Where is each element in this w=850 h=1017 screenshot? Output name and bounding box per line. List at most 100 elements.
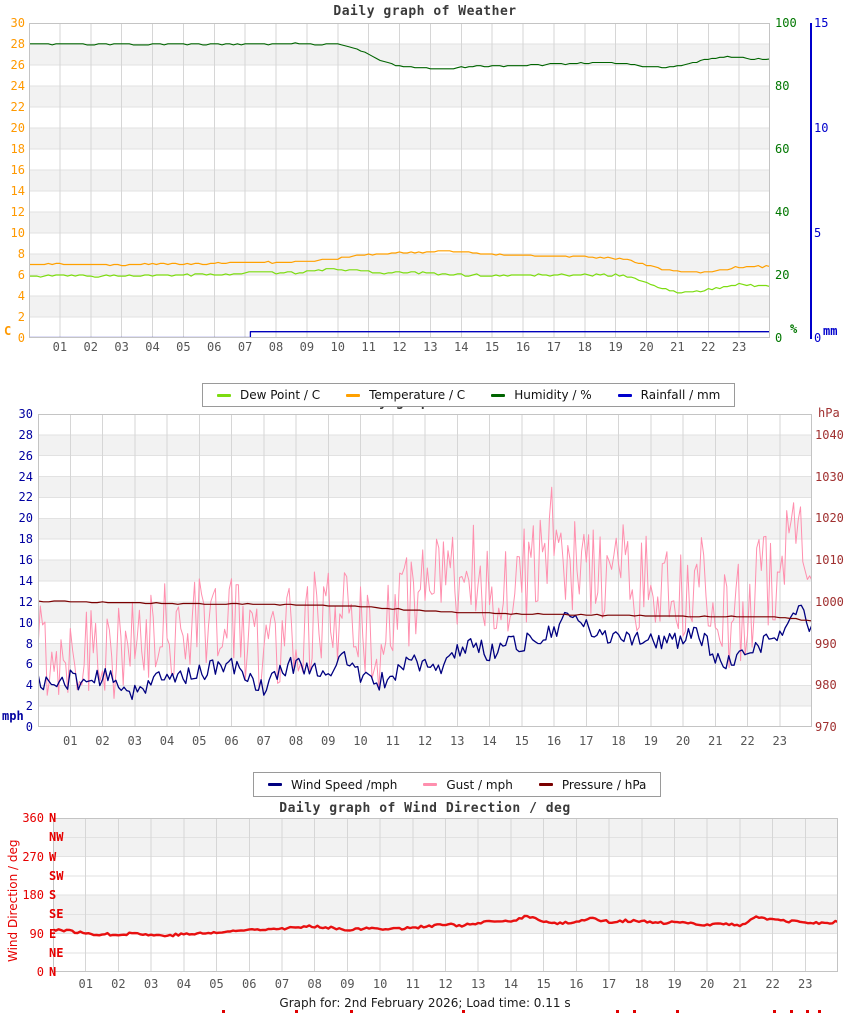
wind-marker-dot <box>773 1010 776 1013</box>
legend-item-gust: Gust / mph <box>423 778 513 792</box>
hour-tick-label: 03 <box>127 734 142 748</box>
right-tick-label: 1010 <box>815 553 844 568</box>
right-tick-label: 1020 <box>815 511 844 526</box>
compass-label-w: W <box>49 849 57 864</box>
mm-unit-label: mm <box>823 324 838 338</box>
mph-unit-label: mph <box>2 709 24 723</box>
footer-caption: Graph for: 2nd February 2026; Load time:… <box>279 996 571 1010</box>
hour-tick-label: 17 <box>601 977 617 991</box>
hour-tick-label: 07 <box>237 340 253 354</box>
hour-tick-label: 14 <box>503 977 519 991</box>
left-tick-label: 0 <box>25 720 33 734</box>
wind-speed-line <box>38 604 812 701</box>
wind-direction-chart-title: Daily graph of Wind Direction / deg <box>279 801 571 816</box>
wind-marker-dot <box>350 1010 353 1013</box>
dew-point-swatch <box>217 393 231 397</box>
wind-direction-line <box>53 914 838 938</box>
mm-tick-label: 0 <box>814 331 822 345</box>
pct-tick-label: 80 <box>775 79 790 93</box>
right-tick-label: 1000 <box>815 594 844 609</box>
left-tick-label: 26 <box>18 448 33 463</box>
hour-tick-label: 01 <box>52 340 68 354</box>
legend-item-temperature: Temperature / C <box>346 388 465 402</box>
wind-marker-dot <box>790 1010 793 1013</box>
hour-tick-label: 10 <box>372 977 388 991</box>
compass-label-nw: NW <box>49 830 64 845</box>
hour-tick-label: 21 <box>708 734 723 748</box>
left-tick-label: 14 <box>18 573 33 588</box>
hour-tick-label: 05 <box>192 734 207 748</box>
hour-tick-label: 23 <box>798 977 813 991</box>
dew-point-legend-label: Dew Point / C <box>240 388 321 402</box>
hour-tick-label: 14 <box>482 734 497 748</box>
left-tick-label: 14 <box>10 184 25 198</box>
left-tick-label: 28 <box>10 37 25 51</box>
rainfall-axis-line <box>810 23 812 339</box>
dew-point-line <box>29 268 770 294</box>
humidity-swatch <box>491 393 506 397</box>
hour-tick-label: 10 <box>330 340 345 354</box>
hour-tick-label: 01 <box>78 977 93 991</box>
left-tick-label: 6 <box>25 657 33 672</box>
left-tick-label: 10 <box>10 226 25 240</box>
left-tick-label: 12 <box>18 594 33 609</box>
wind-marker-dot <box>806 1010 809 1013</box>
hour-tick-label: 18 <box>611 734 626 748</box>
hour-tick-label: 14 <box>454 340 469 354</box>
left-tick-label: 16 <box>18 553 33 568</box>
legend-item-rainfall: Rainfall / mm <box>617 388 720 402</box>
left-tick-label: 22 <box>18 490 33 505</box>
hour-tick-label: 20 <box>639 340 654 354</box>
right-tick-label: 980 <box>815 678 837 693</box>
compass-label-e: E <box>49 926 57 941</box>
hour-tick-label: 17 <box>546 340 562 354</box>
temperature-legend-label: Temperature / C <box>369 388 466 402</box>
mm-tick-label: 10 <box>814 121 829 135</box>
hour-tick-label: 03 <box>114 340 129 354</box>
left-tick-label: 180 <box>22 888 44 902</box>
legend-item-pressure: Pressure / hPa <box>538 778 646 792</box>
daily-graph-of-wind-svg <box>38 414 812 727</box>
hour-tick-label: 03 <box>143 977 159 991</box>
left-tick-label: 28 <box>18 427 33 442</box>
wind-marker-dot <box>818 1010 821 1013</box>
daily-graph-of-wind-direction-deg-svg <box>53 818 838 972</box>
hour-tick-label: 20 <box>699 977 715 991</box>
hour-tick-label: 02 <box>95 734 110 748</box>
legend-item-humidity: Humidity / % <box>491 388 592 402</box>
compass-label-s: S <box>49 888 57 902</box>
temperature-line <box>29 250 770 274</box>
right-tick-label: 970 <box>815 720 837 734</box>
hour-tick-label: 09 <box>340 977 355 991</box>
hour-tick-label: 04 <box>145 340 160 354</box>
left-tick-label: 6 <box>17 268 25 282</box>
legend-item-wind-speed: Wind Speed /mph <box>268 778 397 792</box>
wind-legend: Wind Speed /mph Gust / mph Pressure / hP… <box>253 772 662 797</box>
wind-marker-dot <box>616 1010 619 1013</box>
hour-tick-label: 07 <box>256 734 271 748</box>
hour-tick-label: 09 <box>299 340 315 354</box>
right-tick-label: 1040 <box>815 427 844 442</box>
hour-tick-label: 05 <box>176 340 191 354</box>
compass-label-n: N <box>49 811 57 825</box>
hour-tick-label: 19 <box>667 977 682 991</box>
compass-label-n: N <box>49 965 57 979</box>
hour-tick-label: 10 <box>353 734 368 748</box>
right-tick-label: 1030 <box>815 469 844 484</box>
hour-tick-label: 08 <box>268 340 284 354</box>
hour-tick-label: 16 <box>569 977 584 991</box>
wind-speed-legend-label: Wind Speed /mph <box>291 777 398 792</box>
left-tick-label: 4 <box>25 678 33 693</box>
left-tick-label: 20 <box>10 121 25 135</box>
hour-tick-label: 15 <box>536 977 551 991</box>
left-tick-label: 90 <box>29 926 44 941</box>
hpa-unit-label: hPa <box>818 406 840 420</box>
hour-tick-label: 22 <box>740 734 755 748</box>
pct-tick-label: 20 <box>775 268 790 282</box>
gust-swatch <box>423 783 438 786</box>
hour-tick-label: 04 <box>159 734 175 748</box>
humidity-line <box>29 42 770 70</box>
temperature-swatch <box>346 393 361 397</box>
left-tick-label: 26 <box>10 58 25 72</box>
hour-tick-label: 23 <box>772 734 787 748</box>
